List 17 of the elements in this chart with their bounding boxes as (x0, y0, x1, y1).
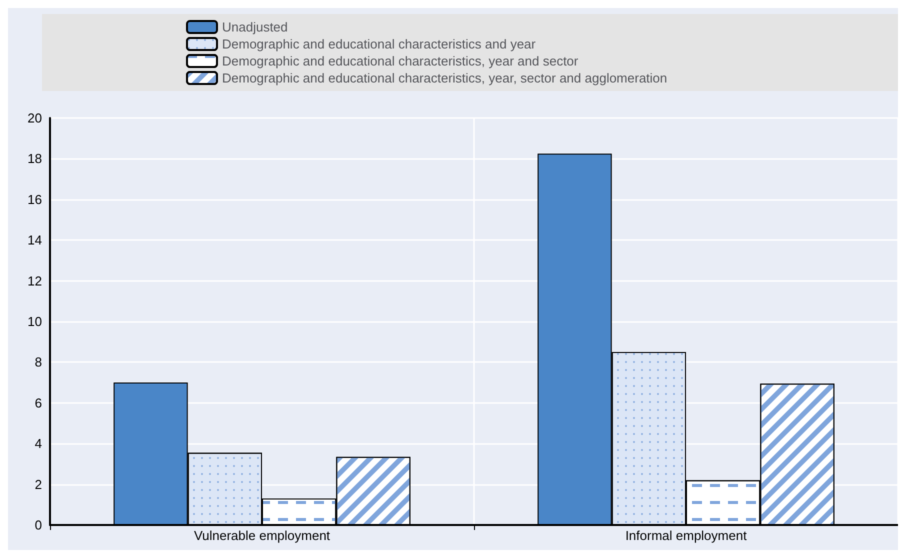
x-tick-label: Informal employment (625, 528, 748, 543)
legend-label: Demographic and educational characteristics, year, sector and agglomeration (222, 70, 668, 86)
legend-label: Demographic and educational characteristics and year (222, 36, 536, 52)
y-tick-label: 8 (34, 354, 42, 370)
x-tick-label: Vulnerable employment (194, 528, 330, 543)
y-tick-label: 12 (28, 273, 42, 288)
y-tick-label: 10 (28, 314, 42, 329)
y-tick-label: 20 (28, 110, 42, 126)
legend-label: Unadjusted (222, 20, 288, 34)
y-tick-label: 6 (34, 395, 42, 410)
y-tick-label: 2 (34, 476, 42, 492)
y-tick-label: 14 (28, 232, 42, 248)
legend-label: Demographic and educational characteristics, year and sector (222, 54, 579, 68)
y-tick-label: 0 (34, 518, 42, 532)
y-tick-label: 4 (34, 436, 42, 452)
y-tick-label: 18 (28, 151, 42, 166)
y-tick-label: 16 (28, 192, 42, 207)
